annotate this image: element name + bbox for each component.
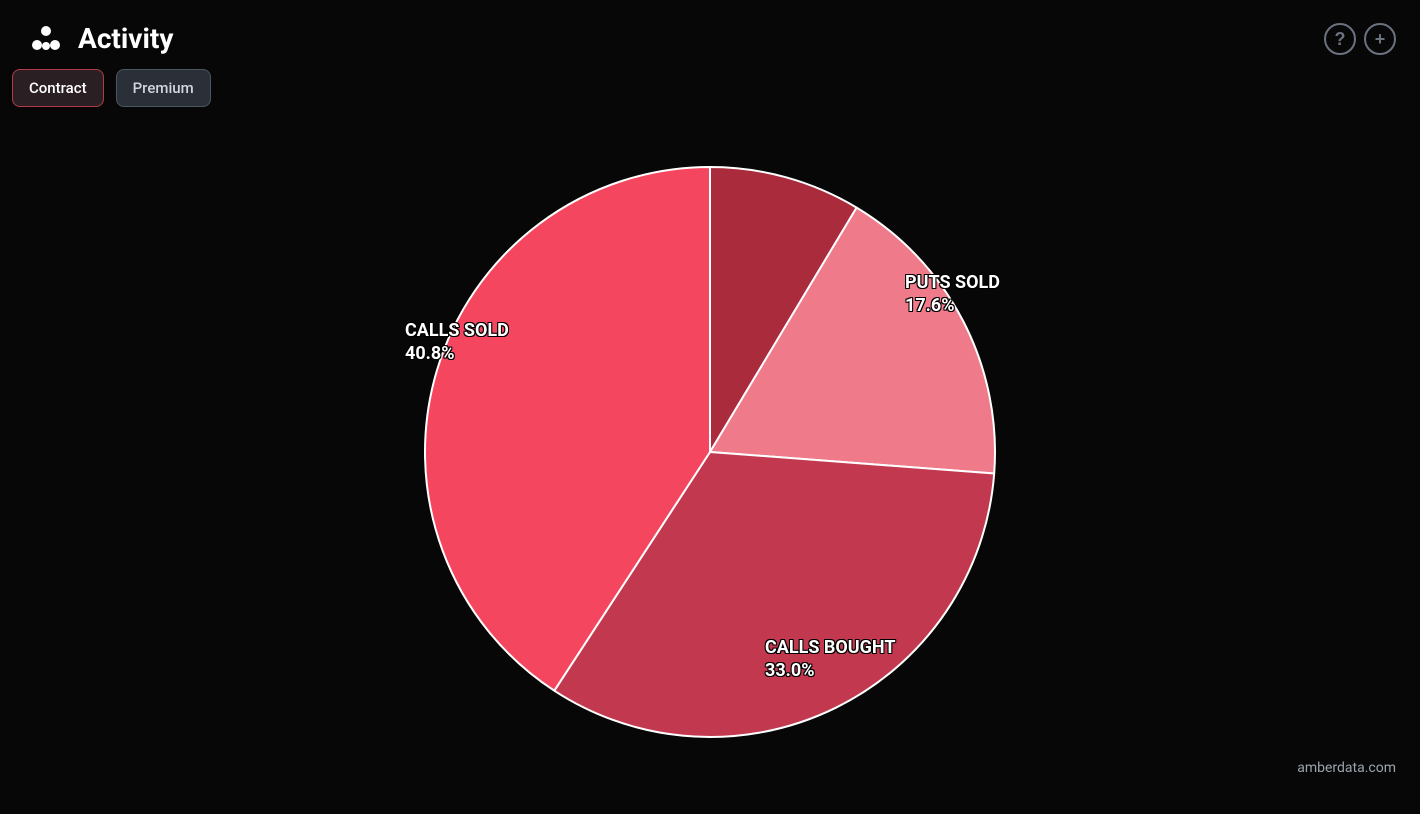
header: Activity ? + xyxy=(0,0,1420,55)
help-button[interactable]: ? xyxy=(1324,23,1356,55)
tabs: Contract Premium xyxy=(0,55,1420,107)
slice-label: CALLS SOLD40.8% xyxy=(405,320,509,365)
chart-area: PUTS SOLD17.6% CALLS BOUGHT33.0% CALLS SOL… xyxy=(0,130,1420,774)
header-left: Activity xyxy=(28,22,173,55)
slice-name: PUTS SOLD xyxy=(905,272,1000,295)
slice-label: PUTS SOLD17.6% xyxy=(905,272,1000,317)
footer-attribution: amberdata.com xyxy=(1297,760,1396,776)
tab-contract[interactable]: Contract xyxy=(12,69,104,107)
slice-name: CALLS SOLD xyxy=(405,320,509,343)
add-button[interactable]: + xyxy=(1364,23,1396,55)
slice-percent: 17.6% xyxy=(905,295,1000,318)
pie-svg xyxy=(360,142,1060,762)
tab-label: Contract xyxy=(29,79,87,97)
page-title: Activity xyxy=(78,22,173,55)
slice-name: CALLS BOUGHT xyxy=(765,637,896,660)
question-icon: ? xyxy=(1335,30,1346,48)
activity-logo-icon xyxy=(28,24,64,54)
plus-icon: + xyxy=(1375,30,1386,48)
tab-premium[interactable]: Premium xyxy=(116,69,211,107)
slice-label: CALLS BOUGHT33.0% xyxy=(765,637,896,682)
slice-percent: 33.0% xyxy=(765,660,896,683)
header-actions: ? + xyxy=(1324,23,1396,55)
pie-chart: PUTS SOLD17.6% CALLS BOUGHT33.0% CALLS SOL… xyxy=(360,142,1060,762)
slice-percent: 40.8% xyxy=(405,343,509,366)
tab-label: Premium xyxy=(133,79,194,97)
